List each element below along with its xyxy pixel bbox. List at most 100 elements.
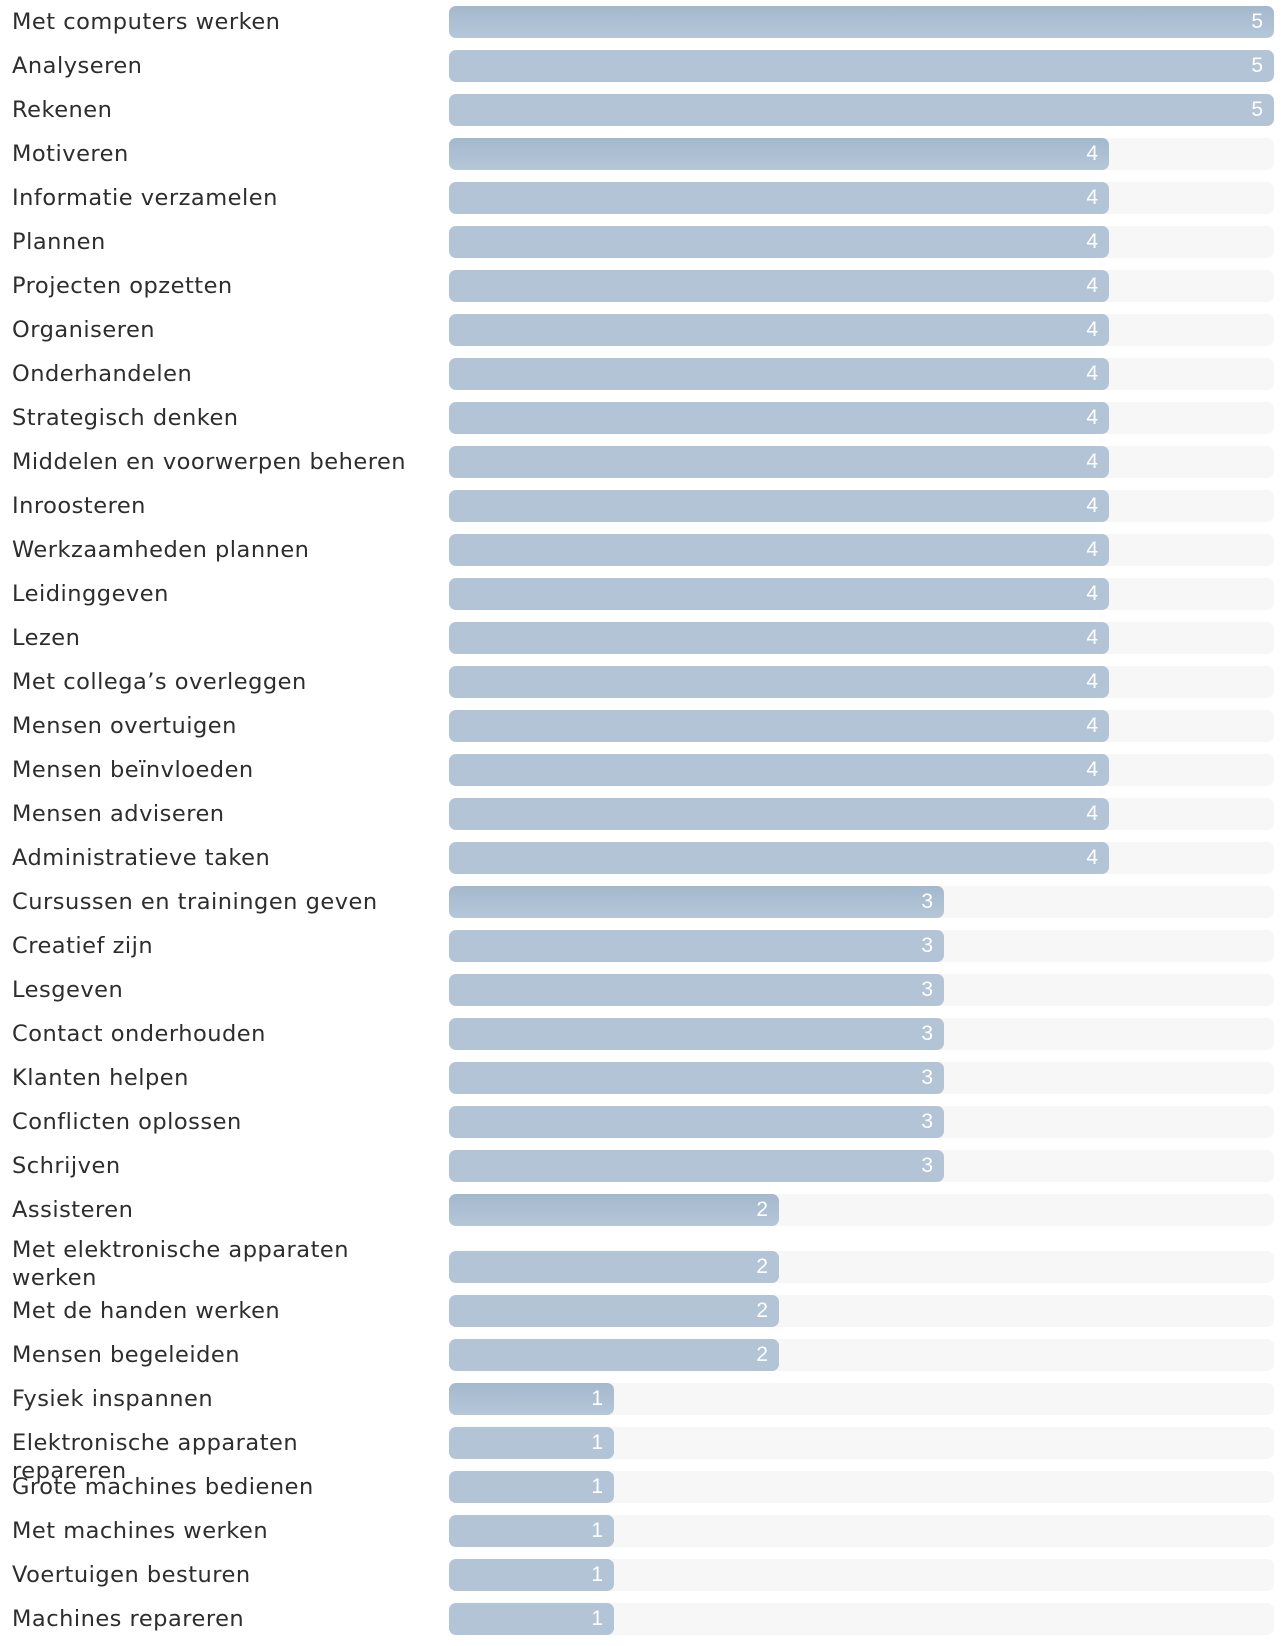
category-label: Organiseren [12,317,156,343]
bar: 4 [449,842,1109,874]
bar-track: 5 [449,94,1274,126]
bar-track: 2 [449,1194,1274,1226]
chart-row: Leidinggeven 4 [0,578,1284,610]
bar-value-label: 4 [1086,406,1098,429]
bar-track: 3 [449,1150,1274,1182]
bar-value-label: 3 [921,1066,933,1089]
bar-value-label: 5 [1251,98,1263,121]
bar-track: 4 [449,710,1274,742]
bar-track: 4 [449,138,1274,170]
chart-row: Strategisch denken 4 [0,402,1284,434]
category-label: Lezen [12,625,81,651]
bar-value-label: 4 [1086,186,1098,209]
category-label: Creatief zijn [12,933,154,959]
category-label: Voertuigen besturen [12,1562,251,1588]
bar-track: 1 [449,1471,1274,1503]
chart-row: Met collega’s overleggen 4 [0,666,1284,698]
category-label: Met machines werken [12,1518,269,1544]
bar-value-label: 4 [1086,318,1098,341]
bar-track: 4 [449,622,1274,654]
category-label: Motiveren [12,141,129,167]
bar: 4 [449,314,1109,346]
bar-track: 4 [449,578,1274,610]
category-label: Contact onderhouden [12,1021,266,1047]
bar-track: 1 [449,1603,1274,1635]
bar-value-label: 4 [1086,802,1098,825]
bar: 3 [449,930,944,962]
category-label: Met collega’s overleggen [12,669,307,695]
bar: 3 [449,1062,944,1094]
bar-track: 4 [449,446,1274,478]
bar: 4 [449,270,1109,302]
chart-row: Met machines werken 1 [0,1515,1284,1547]
bar-value-label: 4 [1086,274,1098,297]
bar-value-label: 4 [1086,758,1098,781]
category-label: Schrijven [12,1153,121,1179]
bar-value-label: 4 [1086,582,1098,605]
bar: 3 [449,1018,944,1050]
bar-value-label: 1 [591,1475,603,1498]
bar-track: 3 [449,886,1274,918]
bar-track: 4 [449,754,1274,786]
chart-row: Middelen en voorwerpen beheren 4 [0,446,1284,478]
bar-value-label: 1 [591,1431,603,1454]
chart-row: Met de handen werken 2 [0,1295,1284,1327]
bar-track: 4 [449,490,1274,522]
bar: 2 [449,1295,779,1327]
bar: 4 [449,182,1109,214]
category-label: Met computers werken [12,9,281,35]
bar-value-label: 4 [1086,450,1098,473]
bar: 1 [449,1383,614,1415]
bar-value-label: 3 [921,978,933,1001]
bar: 3 [449,1150,944,1182]
bar: 1 [449,1559,614,1591]
category-label: Lesgeven [12,977,124,1003]
bar-value-label: 3 [921,1022,933,1045]
category-label: Elektronische apparaten repareren [12,1430,299,1484]
bar-value-label: 1 [591,1563,603,1586]
category-label: Conflicten oplossen [12,1109,242,1135]
bar-track: 5 [449,50,1274,82]
bar-value-label: 4 [1086,714,1098,737]
bar: 3 [449,886,944,918]
category-label: Met de handen werken [12,1298,281,1324]
chart-row: Creatief zijn 3 [0,930,1284,962]
bar: 3 [449,974,944,1006]
bar-track: 3 [449,930,1274,962]
bar-value-label: 1 [591,1519,603,1542]
bar-track: 4 [449,798,1274,830]
bar-value-label: 4 [1086,538,1098,561]
bar-value-label: 2 [756,1198,768,1221]
chart-row: Mensen adviseren 4 [0,798,1284,830]
category-label: Assisteren [12,1197,134,1223]
bar-track: 2 [449,1251,1274,1283]
category-label: Mensen overtuigen [12,713,237,739]
bar-track: 4 [449,226,1274,258]
chart-row: Motiveren 4 [0,138,1284,170]
bar: 4 [449,798,1109,830]
chart-row: Rekenen 5 [0,94,1284,126]
bar-value-label: 2 [756,1255,768,1278]
bar: 4 [449,226,1109,258]
chart-row: Met computers werken 5 [0,6,1284,38]
bar: 4 [449,666,1109,698]
bar: 4 [449,534,1109,566]
bar: 2 [449,1251,779,1283]
bar-value-label: 4 [1086,230,1098,253]
bar-track: 4 [449,314,1274,346]
chart-row: Plannen 4 [0,226,1284,258]
chart-row: Schrijven 3 [0,1150,1284,1182]
bar-value-label: 4 [1086,362,1098,385]
bar-track: 4 [449,182,1274,214]
category-label: Machines repareren [12,1606,245,1632]
chart-row: Inroosteren 4 [0,490,1284,522]
bar: 4 [449,754,1109,786]
chart-row: Werkzaamheden plannen 4 [0,534,1284,566]
bar-track: 3 [449,1106,1274,1138]
bar-track: 1 [449,1515,1274,1547]
category-label: Met elektronische apparaten werken [12,1237,350,1291]
category-label: Cursussen en trainingen geven [12,889,378,915]
bar-value-label: 4 [1086,846,1098,869]
chart-row: Mensen overtuigen 4 [0,710,1284,742]
